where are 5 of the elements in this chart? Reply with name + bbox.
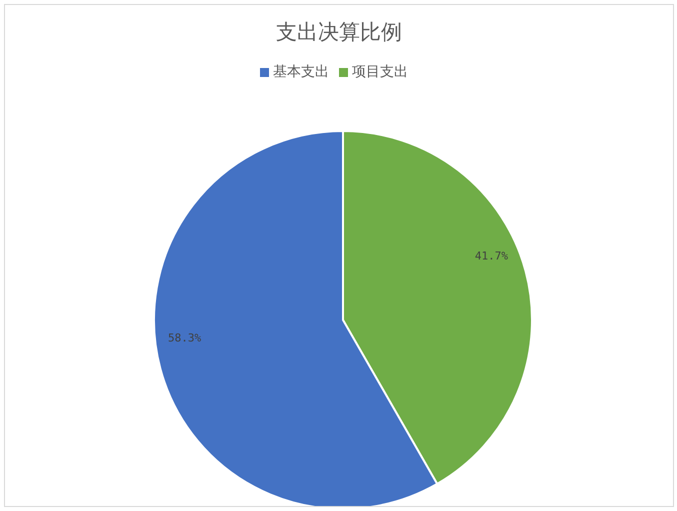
data-label: 41.7% [474,250,508,263]
legend-label: 基本支出 [273,64,329,80]
data-label: 58.3% [168,331,202,344]
legend-label: 项目支出 [352,64,408,80]
chart-title: 支出决算比例 [275,19,403,46]
